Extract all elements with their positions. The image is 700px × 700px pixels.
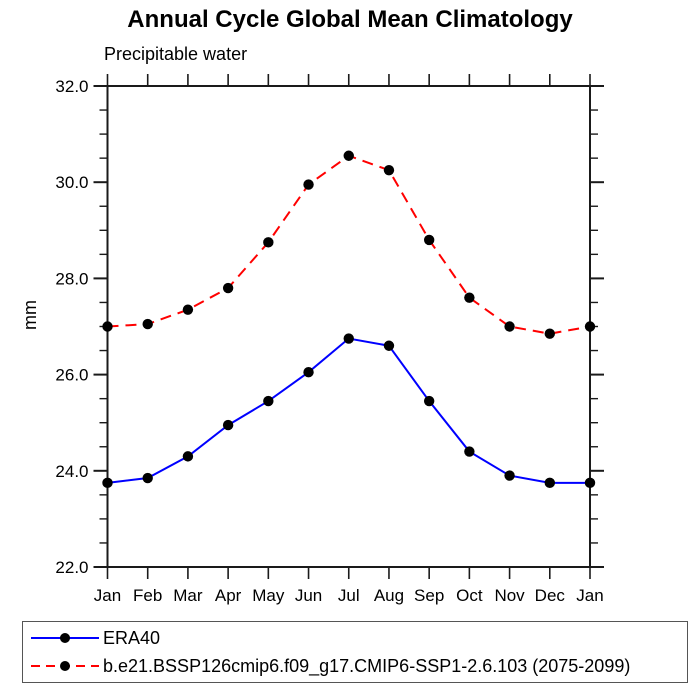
data-point-marker-1 bbox=[343, 150, 354, 161]
data-point-marker-0 bbox=[343, 333, 354, 344]
data-point-marker-1 bbox=[303, 179, 314, 190]
y-tick-label: 28.0 bbox=[55, 269, 88, 288]
data-point-marker-0 bbox=[383, 340, 395, 351]
y-tick-label: 30.0 bbox=[55, 173, 88, 192]
legend-item-era40: ERA40 bbox=[27, 624, 687, 652]
legend-line-sample-solid bbox=[31, 632, 99, 643]
x-tick-label: Aug bbox=[374, 586, 404, 605]
x-tick-label: Oct bbox=[456, 586, 483, 605]
data-point-marker-1 bbox=[464, 292, 475, 303]
x-tick-label: Nov bbox=[494, 586, 525, 605]
x-tick-label: Dec bbox=[535, 586, 566, 605]
chart-title: Annual Cycle Global Mean Climatology bbox=[127, 6, 573, 33]
legend-line-sample-dashed bbox=[31, 661, 99, 672]
x-tick-label: May bbox=[252, 586, 285, 605]
data-point-marker-1 bbox=[383, 164, 395, 176]
data-point-marker-0 bbox=[303, 366, 314, 378]
data-point-marker-1 bbox=[222, 282, 234, 294]
x-tick-label: Jan bbox=[576, 586, 603, 605]
y-tick-label: 26.0 bbox=[55, 366, 88, 385]
x-tick-label: Jun bbox=[295, 586, 322, 605]
data-point-marker-1 bbox=[584, 321, 596, 332]
x-tick-label: Jan bbox=[94, 586, 121, 605]
data-point-marker-0 bbox=[584, 477, 596, 489]
data-point-marker-1 bbox=[504, 321, 515, 332]
data-point-marker-0 bbox=[423, 395, 435, 407]
data-point-marker-1 bbox=[544, 328, 555, 339]
legend-item-model: b.e21.BSSP126cmip6.f09_g17.CMIP6-SSP1-2.… bbox=[27, 652, 687, 680]
x-tick-label: Mar bbox=[173, 586, 203, 605]
x-tick-label: Apr bbox=[215, 586, 242, 605]
data-point-marker-0 bbox=[142, 472, 153, 484]
data-point-marker-0 bbox=[263, 395, 274, 407]
data-point-marker-0 bbox=[464, 446, 475, 457]
data-point-marker-0 bbox=[102, 477, 113, 489]
x-tick-label: Sep bbox=[414, 586, 444, 605]
data-point-marker-0 bbox=[182, 451, 194, 462]
y-tick-label: 24.0 bbox=[55, 462, 88, 481]
data-point-marker-1 bbox=[182, 304, 194, 315]
data-point-marker-0 bbox=[504, 470, 515, 481]
data-point-marker-1 bbox=[263, 237, 274, 248]
data-point-marker-1 bbox=[142, 318, 153, 330]
series-line-0 bbox=[107, 337, 590, 484]
legend-label-model: b.e21.BSSP126cmip6.f09_g17.CMIP6-SSP1-2.… bbox=[103, 656, 631, 677]
x-tick-label: Jul bbox=[338, 586, 360, 605]
series-line-1 bbox=[107, 154, 591, 335]
legend-box: ERA40 b.e21.BSSP126cmip6.f09_g17.CMIP6-S… bbox=[22, 621, 688, 683]
y-tick-label: 22.0 bbox=[55, 558, 88, 577]
data-point-marker-1 bbox=[102, 321, 113, 332]
data-point-marker-0 bbox=[544, 477, 555, 489]
data-point-marker-0 bbox=[222, 419, 234, 431]
x-tick-label: Feb bbox=[133, 586, 162, 605]
y-tick-label: 32.0 bbox=[55, 77, 88, 96]
legend-label-era40: ERA40 bbox=[103, 627, 161, 648]
data-point-marker-1 bbox=[423, 234, 435, 246]
chart-subtitle: Precipitable water bbox=[104, 44, 248, 64]
